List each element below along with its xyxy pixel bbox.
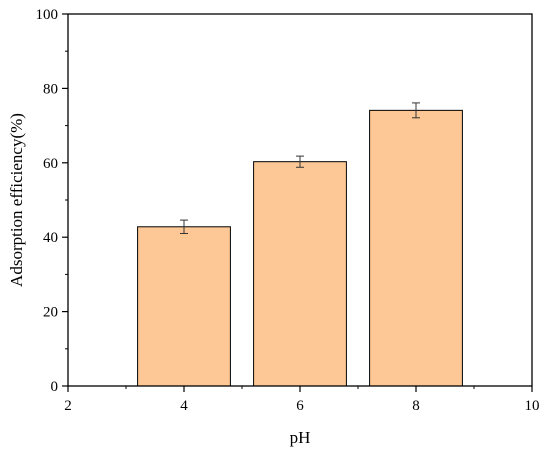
x-axis-title: pH: [290, 428, 311, 447]
x-tick-label-6: 6: [296, 398, 304, 414]
bar-ph-8: [369, 109, 463, 387]
x-tick-label-2: 2: [64, 398, 72, 414]
bar-ph-4: [137, 226, 231, 387]
y-tick-label-40: 40: [43, 230, 58, 246]
y-tick-label-60: 60: [43, 156, 58, 172]
x-tick-label-8: 8: [412, 398, 420, 414]
y-tick-label-20: 20: [43, 305, 58, 321]
y-tick-label-80: 80: [43, 81, 58, 97]
x-tick-label-4: 4: [180, 398, 188, 414]
y-tick-label-0: 0: [51, 379, 59, 395]
bar-ph-6: [253, 161, 347, 387]
error-bars-group: [180, 102, 420, 234]
bars-group: [137, 109, 463, 387]
y-axis-title: Adsorption efficiency(%): [7, 113, 26, 287]
x-tick-label-10: 10: [525, 398, 540, 414]
y-tick-label-100: 100: [36, 7, 59, 23]
